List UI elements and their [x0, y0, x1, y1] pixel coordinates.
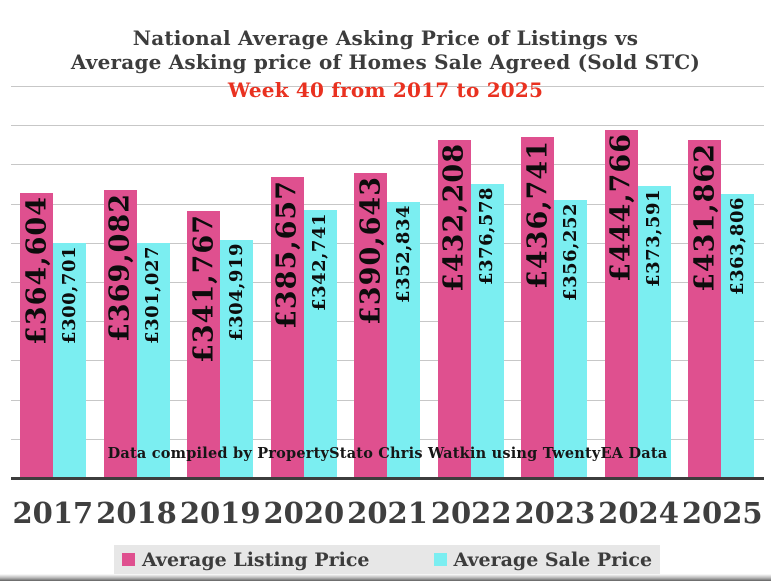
x-tick-label-2021: 2021	[347, 496, 428, 530]
plot-area: Data compiled by PropertyStato Chris Wat…	[11, 86, 764, 479]
bar-value-label: £444,766	[605, 133, 637, 283]
sale-price-swatch-icon	[433, 553, 447, 566]
bar-value-label: £390,643	[355, 175, 386, 325]
bar-value-label: £352,834	[392, 205, 414, 304]
gridline	[11, 164, 764, 166]
bar-value-label: £304,919	[225, 242, 247, 341]
bar-sale-price-2023: £356,252	[554, 199, 587, 479]
bar-sale-price-2025: £363,806	[721, 193, 754, 479]
bar-value-label: £432,208	[438, 143, 470, 293]
bar-value-label: £436,741	[522, 139, 553, 289]
bar-value-label: £431,862	[689, 143, 720, 293]
x-tick-label-2019: 2019	[179, 496, 261, 530]
chart-subtitle: Week 40 from 2017 to 2025	[227, 77, 544, 102]
bar-listing-price-2021: £390,643	[354, 172, 387, 479]
bar-listing-price-2020: £385,657	[270, 176, 304, 479]
x-tick-label-2018: 2018	[96, 496, 177, 530]
x-tick-label-2020: 2020	[263, 496, 345, 530]
bar-sale-price-2018: £301,027	[136, 243, 170, 479]
title-block: National Average Asking Price of Listing…	[0, 26, 771, 102]
bar-listing-price-2019: £341,767	[187, 211, 220, 479]
x-axis-line	[11, 477, 764, 480]
bar-listing-price-2023: £436,741	[521, 136, 554, 479]
legend-label: Average Listing Price	[141, 548, 370, 571]
bar-value-label: £341,767	[188, 214, 219, 363]
bar-value-label: £363,806	[726, 196, 748, 295]
x-tick-label-2022: 2022	[430, 496, 512, 530]
bar-value-label: £356,252	[559, 202, 581, 301]
x-tick-label-2023: 2023	[514, 496, 596, 530]
bar-listing-price-2018: £369,082	[103, 189, 137, 479]
bar-value-label: £385,657	[271, 179, 303, 329]
bar-sale-price-2020: £342,741	[303, 210, 337, 479]
chart-title-line-2: Average Asking price of Homes Sale Agree…	[70, 50, 701, 75]
gridline	[11, 86, 764, 87]
bar-listing-price-2017: £364,604	[20, 193, 53, 479]
bar-sale-price-2022: £376,578	[470, 183, 504, 479]
bar-listing-price-2022: £432,208	[437, 140, 471, 479]
x-tick-label-2025: 2025	[681, 496, 763, 530]
legend: Average Listing Price Average Sale Price	[114, 545, 660, 574]
x-tick-label-2024: 2024	[598, 496, 679, 530]
bar-value-label: £376,578	[476, 186, 497, 285]
x-tick-label-2017: 2017	[12, 496, 94, 530]
x-axis-labels: 2017 2018 2019 2020 2021 2022 2023 2024 2025	[11, 499, 764, 528]
bar-value-label: £301,027	[142, 246, 163, 344]
bar-listing-price-2025: £431,862	[688, 140, 721, 479]
bar-value-label: £364,604	[21, 196, 52, 346]
attribution-note: Data compiled by PropertyStato Chris Wat…	[107, 445, 668, 462]
bar-value-label: £373,591	[643, 189, 664, 288]
bar-listing-price-2024: £444,766	[604, 130, 638, 479]
legend-item-sale-price: Average Sale Price	[433, 548, 653, 571]
bar-sale-price-2019: £304,919	[220, 239, 253, 479]
listing-price-swatch-icon	[121, 553, 135, 566]
bar-value-label: £300,701	[58, 246, 80, 345]
legend-item-listing-price: Average Listing Price	[121, 548, 370, 571]
bar-sale-price-2021: £352,834	[387, 202, 420, 479]
bar-sale-price-2024: £373,591	[637, 186, 671, 479]
gridline	[11, 125, 764, 127]
bar-sale-price-2017: £300,701	[53, 243, 86, 479]
bar-value-label: £369,082	[104, 192, 136, 342]
bar-value-label: £342,741	[309, 213, 330, 312]
slide-bottom-shadow	[0, 574, 771, 581]
legend-label: Average Sale Price	[453, 548, 653, 571]
chart-title-line-1: National Average Asking Price of Listing…	[132, 26, 639, 50]
